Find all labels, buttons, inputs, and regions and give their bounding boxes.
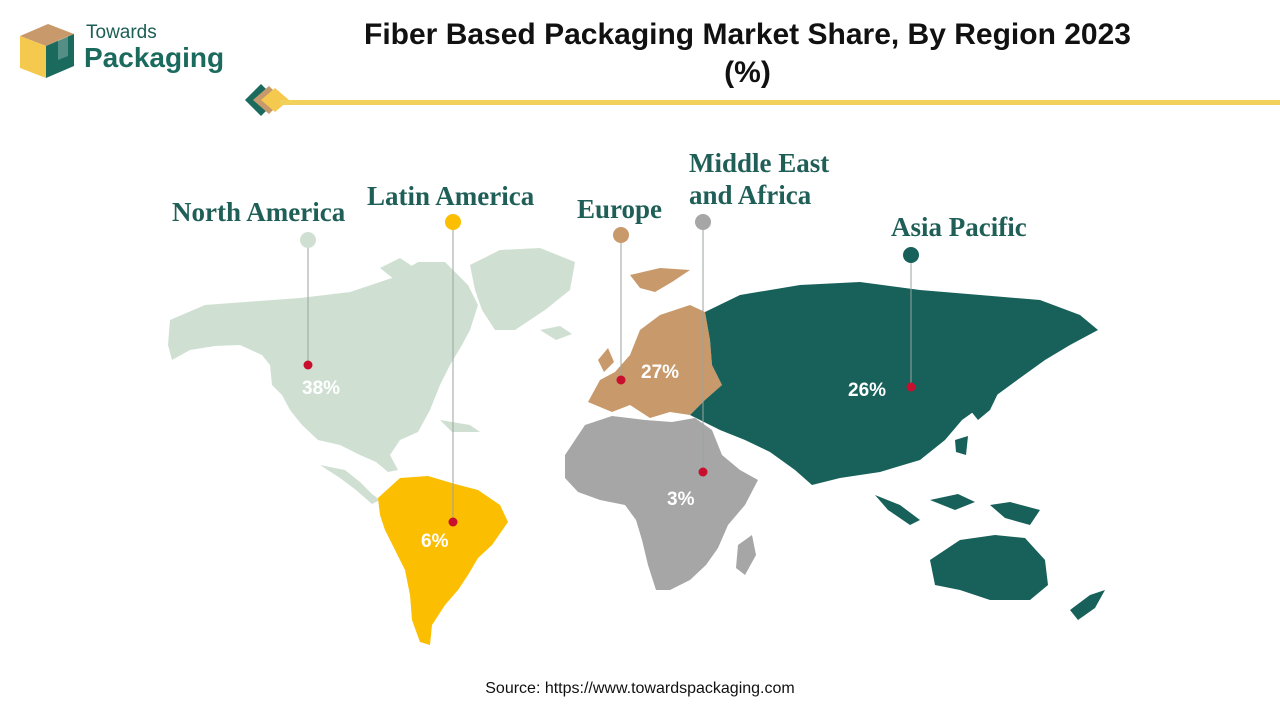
region-middle-east-africa — [565, 416, 758, 590]
label-latin-america: Latin America — [367, 181, 535, 211]
value-latin-america: 6% — [421, 531, 449, 552]
diamond-decoration-icon — [245, 84, 289, 116]
logo-word-towards: Towards — [86, 22, 157, 43]
pin-dot-asia-pacific — [903, 247, 919, 263]
chart-title: Fiber Based Packaging Market Share, By R… — [364, 18, 1131, 89]
location-marker-middle-east-africa — [698, 467, 708, 477]
region-asia-pacific — [690, 282, 1105, 620]
location-marker-asia-pacific — [906, 382, 916, 392]
source-note: Source: https://www.towardspackaging.com — [485, 680, 795, 697]
pin-dot-europe — [613, 227, 629, 243]
label-europe: Europe — [577, 194, 663, 224]
location-marker-north-america — [303, 360, 313, 370]
label-middle-east-africa: Middle East and Africa — [689, 148, 830, 210]
region-north-america — [168, 248, 575, 504]
logo-word-packaging: Packaging — [84, 42, 225, 73]
location-marker-europe — [616, 375, 626, 385]
label-asia-pacific: Asia Pacific — [891, 212, 1027, 242]
region-europe — [588, 268, 722, 418]
region-latin-america — [378, 476, 508, 645]
pin-dot-middle-east-africa — [695, 214, 711, 230]
value-asia-pacific: 26% — [848, 380, 887, 401]
location-marker-latin-america — [448, 517, 458, 527]
value-europe: 27% — [641, 362, 680, 383]
value-north-america: 38% — [302, 378, 341, 399]
value-middle-east-africa: 3% — [667, 489, 695, 510]
pin-dot-north-america — [300, 232, 316, 248]
towards-packaging-logo: Towards Packaging — [18, 22, 238, 82]
accent-line — [280, 100, 1280, 105]
box-logo-icon — [20, 24, 74, 78]
pin-dot-latin-america — [445, 214, 461, 230]
label-north-america: North America — [172, 197, 346, 227]
